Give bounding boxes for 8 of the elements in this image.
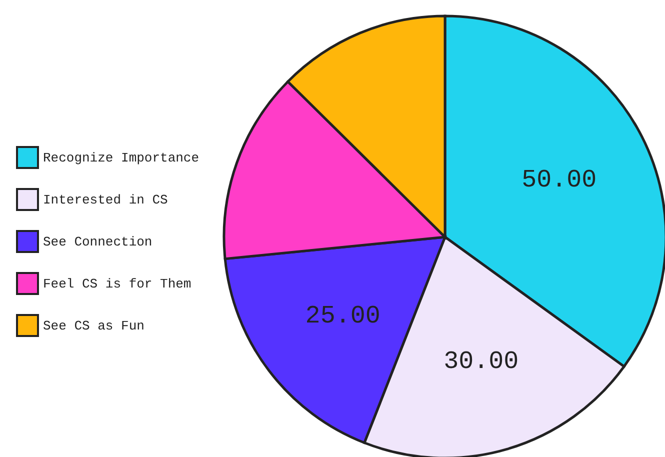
data-label: 30.00 [444,346,519,376]
legend-label: Feel CS is for Them [43,276,192,292]
legend-label: See CS as Fun [43,318,144,334]
data-label: 25.00 [305,301,380,330]
legend-label: Interested in CS [43,192,168,208]
data-label: 50.00 [522,166,597,195]
legend-label: See Connection [43,234,152,250]
legend-label: Recognize Importance [43,150,200,166]
